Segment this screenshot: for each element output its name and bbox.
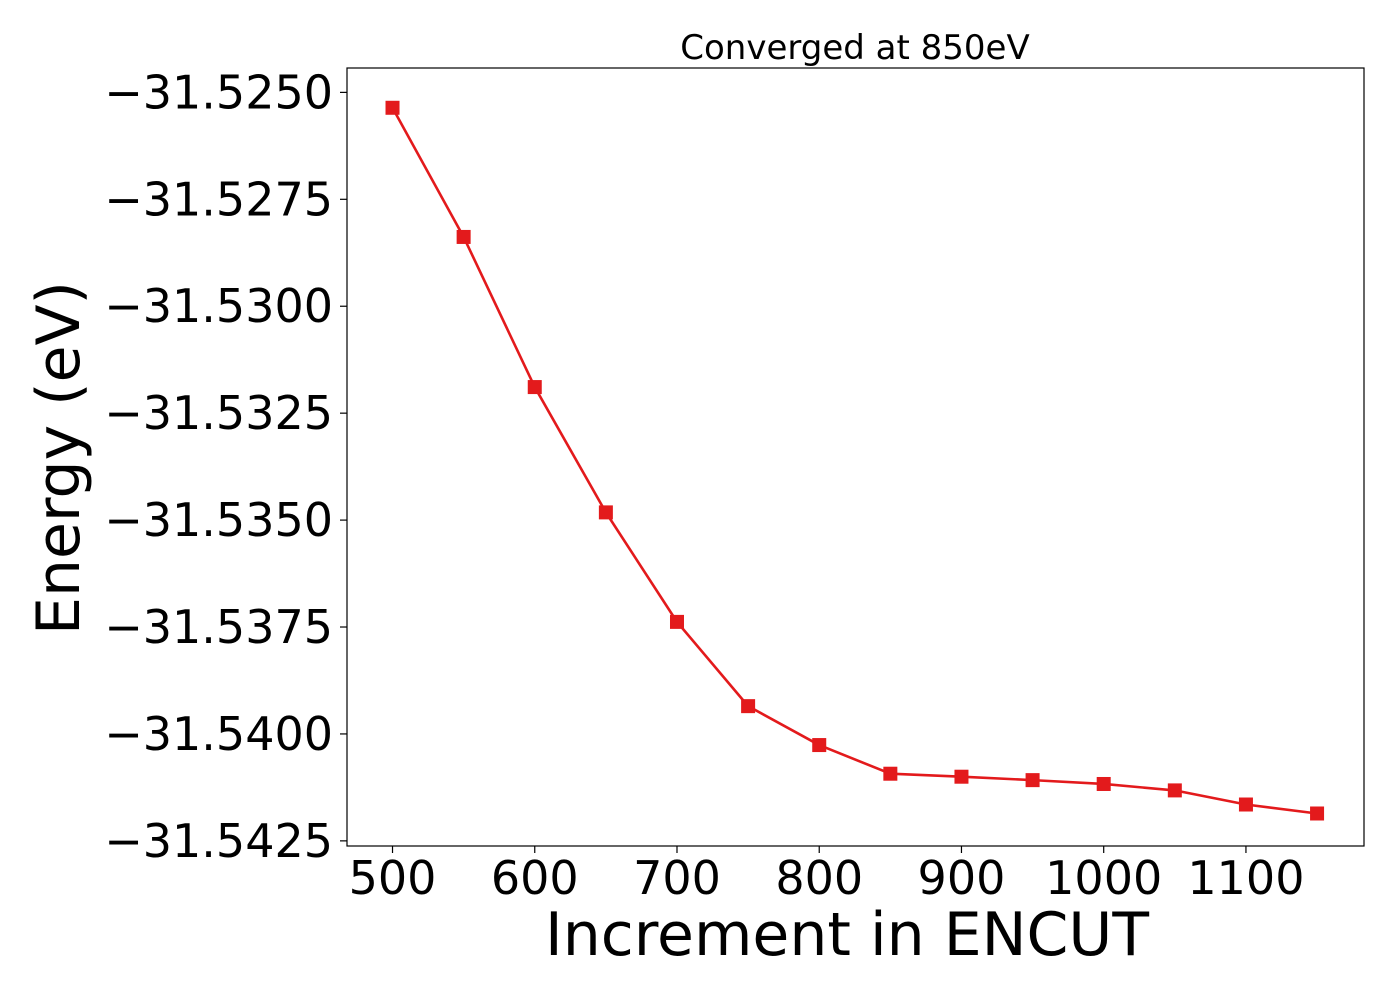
x-axis-title: Increment in ENCUT xyxy=(545,900,1149,970)
y-ticks: −31.5250 −31.5275 −31.5300 −31.5325 −31.5350… xyxy=(104,65,347,868)
data-point xyxy=(812,738,827,753)
data-point xyxy=(741,699,756,714)
x-tick-label: 500 xyxy=(349,851,437,905)
data-point xyxy=(1167,783,1182,798)
y-tick-label: −31.5325 xyxy=(104,386,333,440)
data-point xyxy=(954,769,969,784)
y-tick-label: −31.5350 xyxy=(104,493,333,547)
y-tick-label: −31.5375 xyxy=(104,600,333,654)
data-point xyxy=(456,229,471,244)
data-point xyxy=(598,505,613,520)
x-tick-label: 600 xyxy=(491,851,579,905)
x-tick-label: 800 xyxy=(775,851,863,905)
series-layer xyxy=(385,100,1325,821)
data-point xyxy=(883,766,898,781)
chart-title: Converged at 850eV xyxy=(680,28,1029,68)
data-point xyxy=(1025,773,1040,788)
x-tick-label: 700 xyxy=(633,851,721,905)
y-axis-title: Energy (eV) xyxy=(24,281,94,635)
data-point xyxy=(1096,776,1111,791)
data-point xyxy=(1238,797,1253,812)
series-line xyxy=(391,107,1318,815)
y-tick-label: −31.5250 xyxy=(104,65,333,119)
x-tick-label: 1100 xyxy=(1187,851,1304,905)
x-ticks: 500 600 700 800 900 1000 1100 xyxy=(349,846,1304,905)
data-point xyxy=(669,614,684,629)
x-tick-label: 1000 xyxy=(1045,851,1162,905)
y-tick-label: −31.5400 xyxy=(104,707,333,761)
y-tick-label: −31.5425 xyxy=(104,814,333,868)
plot-area-frame xyxy=(346,67,1365,847)
y-tick-label: −31.5300 xyxy=(104,279,333,333)
y-tick-label: −31.5275 xyxy=(104,172,333,226)
data-point xyxy=(527,380,542,395)
data-point xyxy=(1310,806,1325,821)
x-tick-label: 900 xyxy=(918,851,1006,905)
data-point xyxy=(385,100,400,115)
